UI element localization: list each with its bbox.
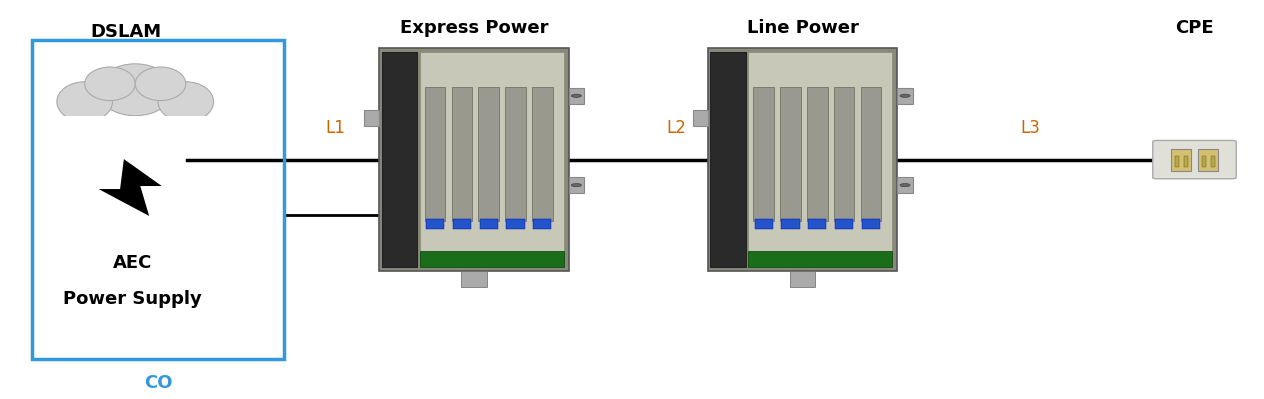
FancyBboxPatch shape <box>1184 156 1188 167</box>
FancyBboxPatch shape <box>834 87 854 221</box>
Text: Power Supply: Power Supply <box>63 290 202 308</box>
FancyBboxPatch shape <box>710 52 746 267</box>
FancyBboxPatch shape <box>836 219 853 229</box>
Circle shape <box>571 94 581 97</box>
FancyBboxPatch shape <box>364 110 379 126</box>
Ellipse shape <box>97 64 173 116</box>
Text: AEC: AEC <box>112 254 153 273</box>
Text: DSLAM: DSLAM <box>91 23 162 41</box>
FancyBboxPatch shape <box>781 219 800 229</box>
FancyBboxPatch shape <box>808 219 827 229</box>
FancyBboxPatch shape <box>451 87 473 221</box>
FancyBboxPatch shape <box>806 87 828 221</box>
FancyBboxPatch shape <box>420 52 564 267</box>
FancyBboxPatch shape <box>708 48 897 271</box>
Text: L2: L2 <box>666 119 686 137</box>
FancyBboxPatch shape <box>1211 156 1215 167</box>
Text: CPE: CPE <box>1176 19 1213 37</box>
FancyBboxPatch shape <box>861 87 881 221</box>
Text: CO: CO <box>144 374 172 392</box>
FancyBboxPatch shape <box>1176 156 1179 167</box>
FancyBboxPatch shape <box>693 110 708 126</box>
FancyBboxPatch shape <box>569 88 584 104</box>
FancyBboxPatch shape <box>1153 140 1236 179</box>
Text: L3: L3 <box>1020 119 1040 137</box>
Text: Express Power: Express Power <box>399 19 549 37</box>
FancyBboxPatch shape <box>753 87 774 221</box>
FancyBboxPatch shape <box>479 219 498 229</box>
Ellipse shape <box>135 67 186 101</box>
FancyBboxPatch shape <box>426 219 444 229</box>
FancyBboxPatch shape <box>382 52 417 267</box>
FancyBboxPatch shape <box>755 219 772 229</box>
Bar <box>40 116 230 146</box>
FancyBboxPatch shape <box>379 48 569 271</box>
Polygon shape <box>99 159 162 216</box>
Circle shape <box>900 184 910 187</box>
FancyBboxPatch shape <box>862 219 880 229</box>
FancyBboxPatch shape <box>1202 156 1206 167</box>
FancyBboxPatch shape <box>790 271 815 287</box>
FancyBboxPatch shape <box>1170 148 1191 171</box>
FancyBboxPatch shape <box>507 219 525 229</box>
Ellipse shape <box>57 82 112 122</box>
Text: L1: L1 <box>325 119 345 137</box>
FancyBboxPatch shape <box>748 251 892 267</box>
FancyBboxPatch shape <box>425 87 445 221</box>
Circle shape <box>571 184 581 187</box>
FancyBboxPatch shape <box>748 52 892 267</box>
FancyBboxPatch shape <box>461 271 487 287</box>
FancyBboxPatch shape <box>1197 148 1217 171</box>
FancyBboxPatch shape <box>533 219 551 229</box>
FancyBboxPatch shape <box>478 87 499 221</box>
FancyBboxPatch shape <box>897 177 913 193</box>
FancyBboxPatch shape <box>780 87 801 221</box>
Ellipse shape <box>85 67 135 101</box>
FancyBboxPatch shape <box>420 251 564 267</box>
FancyBboxPatch shape <box>532 87 552 221</box>
Ellipse shape <box>158 82 214 122</box>
FancyBboxPatch shape <box>897 88 913 104</box>
Circle shape <box>900 94 910 97</box>
FancyBboxPatch shape <box>453 219 471 229</box>
FancyBboxPatch shape <box>569 177 584 193</box>
FancyBboxPatch shape <box>506 87 526 221</box>
Text: Line Power: Line Power <box>747 19 858 37</box>
